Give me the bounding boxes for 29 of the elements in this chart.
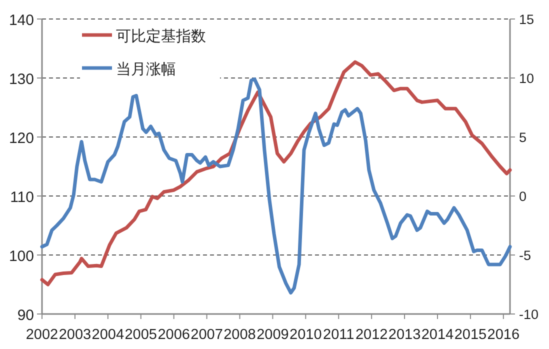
y2-tick-label: -5	[519, 248, 532, 263]
x-tick-label: 2003	[58, 327, 92, 343]
x-tick-label: 2005	[124, 327, 158, 343]
y-tick-label: 100	[8, 248, 34, 265]
y2-tick-label: 0	[519, 189, 527, 204]
legend-label: 可比定基指数	[116, 28, 206, 45]
x-tick-label: 2013	[388, 327, 421, 343]
x-tick-label: 2016	[487, 327, 520, 343]
y-tick-label: 140	[8, 12, 34, 29]
x-tick-label: 2002	[26, 327, 58, 343]
x-tick-label: 2015	[454, 327, 487, 343]
y-tick-label: 90	[17, 307, 34, 324]
x-tick-label: 2008	[224, 327, 256, 343]
x-tick-label: 2004	[92, 327, 124, 343]
x-tick-label: 2012	[355, 327, 388, 343]
y2-tick-label: 15	[519, 12, 534, 27]
y-tick-label: 110	[10, 189, 34, 206]
x-tick-label: 2009	[256, 327, 289, 343]
y2-tick-label: 5	[519, 130, 527, 145]
x-tick-label: 2014	[421, 327, 454, 343]
x-tick-label: 2006	[158, 327, 190, 343]
legend-label: 当月涨幅	[116, 61, 176, 78]
x-tick-label: 2011	[323, 327, 354, 343]
x-tick-label: 2010	[290, 327, 322, 343]
y-tick-label: 120	[8, 130, 34, 147]
x-tick-label: 2007	[190, 327, 223, 343]
y-tick-label: 130	[8, 71, 34, 88]
y2-tick-label: -10	[519, 307, 539, 322]
y2-tick-label: 10	[519, 71, 534, 86]
